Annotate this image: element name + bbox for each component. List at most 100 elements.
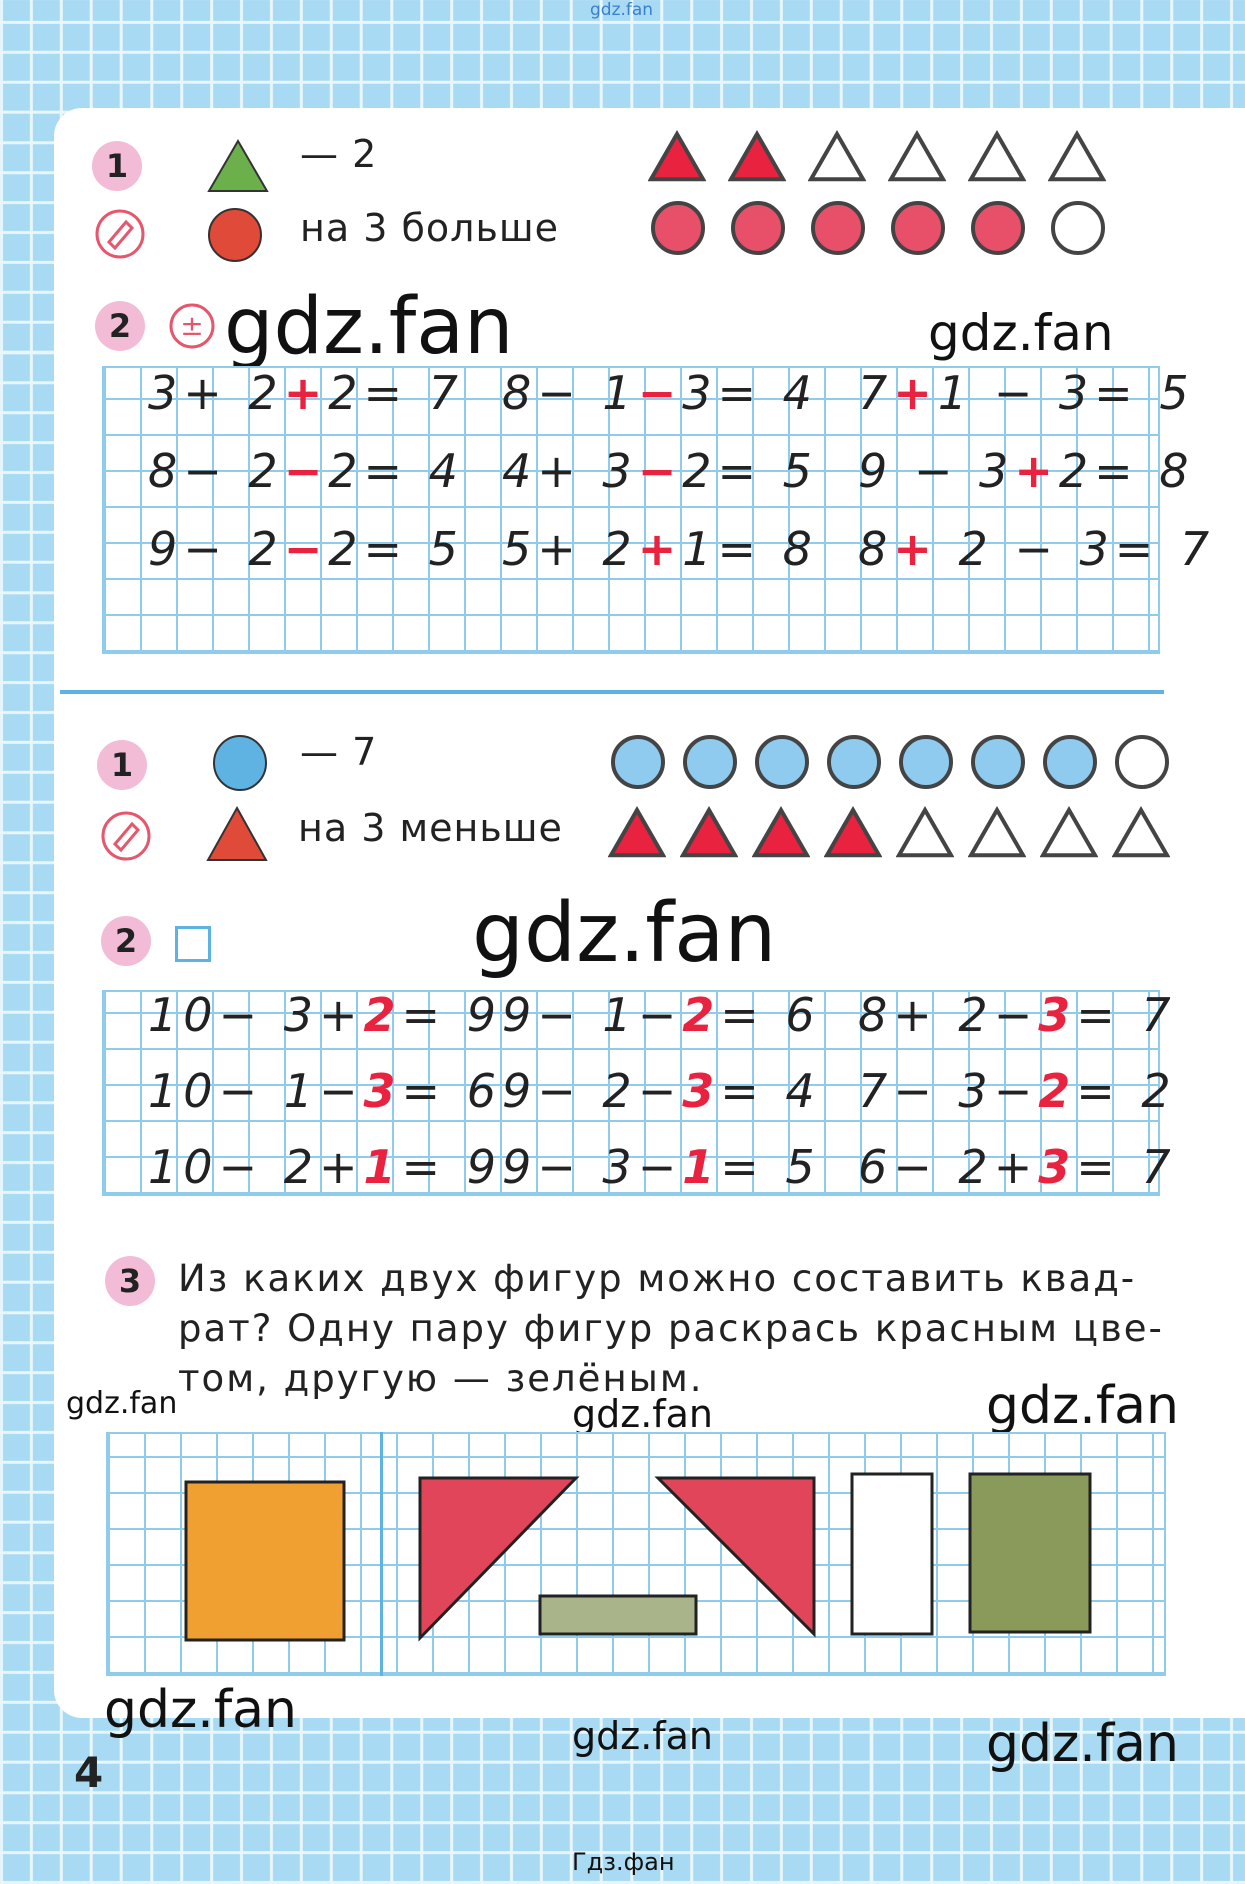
top-watermark: gdz.fan — [590, 0, 654, 20]
circle-shape — [827, 735, 881, 789]
equation-part: 2= 5 — [682, 444, 818, 498]
equation-part: 7− 3− — [858, 1064, 1039, 1118]
equation-part: 2= 7 — [328, 366, 464, 420]
watermark: gdz.fan — [104, 1680, 297, 1740]
equation-part: 2= 8 — [1058, 444, 1195, 498]
triangle-shape — [728, 130, 786, 182]
answer-mark: 2 — [682, 988, 721, 1042]
equation-part: = 9 — [401, 988, 502, 1042]
equation: 8− 1−3= 4 — [502, 366, 818, 420]
answer-mark: 3 — [1038, 1140, 1077, 1194]
task-badge-2: 2 — [95, 301, 145, 351]
grid-divider — [380, 1432, 383, 1676]
equation-part: 2 − 3= 7 — [937, 522, 1216, 576]
task-badge-1: 1 — [92, 141, 142, 191]
equation-part: = 7 — [1076, 988, 1177, 1042]
equation: 5+ 2+1= 8 — [502, 522, 818, 576]
answer-mark: + — [893, 522, 938, 576]
section-divider — [60, 690, 1164, 694]
answer-mark: − — [283, 522, 329, 576]
watermark: gdz.fan — [66, 1386, 178, 1421]
watermark: gdz.fan — [572, 1392, 714, 1436]
equation-part: 9 − 3 — [858, 444, 1015, 498]
grid-a — [102, 366, 1160, 654]
equation-part: = 6 — [720, 988, 821, 1042]
pencil-icon — [95, 209, 145, 259]
answer-mark: + — [1014, 444, 1059, 498]
equation-part: = 6 — [401, 1064, 502, 1118]
equation-part: = 7 — [1076, 1140, 1177, 1194]
equation: 9− 3−1= 5 — [502, 1140, 821, 1194]
equation: 9− 2−3= 4 — [502, 1064, 821, 1118]
page-number: 4 — [74, 1748, 104, 1797]
task1-count: — 7 — [300, 730, 378, 774]
square-icon — [175, 926, 211, 962]
equation-part: 8− 2 — [148, 444, 284, 498]
equation-part: 9− 2− — [502, 1064, 683, 1118]
task-badge-1: 1 — [97, 740, 147, 790]
equation-part: 5+ 2 — [502, 522, 638, 576]
equation-part: = 5 — [720, 1140, 821, 1194]
watermark: gdz.fan — [986, 1714, 1179, 1774]
task3-text: Из каких двух фигур можно составить квад… — [178, 1254, 1164, 1404]
answer-mark: 2 — [1038, 1064, 1077, 1118]
circle-row — [610, 734, 1170, 790]
equation-part: = 2 — [1076, 1064, 1177, 1118]
circle-shape — [891, 201, 945, 255]
circle-shape — [899, 735, 953, 789]
circle-row — [650, 200, 1106, 256]
task1-count: — 2 — [300, 132, 378, 176]
circle-shape — [811, 201, 865, 255]
circle-shape — [1043, 735, 1097, 789]
answer-mark: 3 — [1038, 988, 1077, 1042]
equation-part: 1= 8 — [682, 522, 818, 576]
answer-mark: + — [637, 522, 683, 576]
equation: 8+ 2−3= 7 — [858, 988, 1177, 1042]
equation-part: 6− 2+ — [858, 1140, 1039, 1194]
equation: 6− 2+3= 7 — [858, 1140, 1177, 1194]
grid-b — [102, 990, 1160, 1196]
triangle-shape — [888, 130, 946, 182]
triangle-shape — [968, 130, 1026, 182]
blue-circle-icon — [213, 735, 267, 791]
equation: 10− 2+1= 9 — [148, 1140, 502, 1194]
circle-shape — [1115, 735, 1169, 789]
equation-part: 2= 4 — [328, 444, 464, 498]
task1-condition: на 3 меньше — [298, 806, 563, 850]
equation-part: 8− 1 — [502, 366, 638, 420]
task3-line: Из каких двух фигур можно составить квад… — [178, 1257, 1137, 1300]
triangle-shape — [1112, 806, 1170, 858]
watermark: gdz.fan — [986, 1376, 1179, 1436]
green-triangle-icon — [207, 139, 269, 192]
task3-line: рат? Одну пару фигур раскрась красным цв… — [178, 1307, 1164, 1350]
answer-mark: + — [893, 366, 938, 420]
equation-part: 1 − 3= 5 — [937, 366, 1195, 420]
equation: 9− 1−2= 6 — [502, 988, 821, 1042]
equation: 10− 1−3= 6 — [148, 1064, 502, 1118]
equation-part: 10− 3+ — [148, 988, 364, 1042]
watermark: gdz.fan — [928, 304, 1114, 362]
triangle-shape — [680, 806, 738, 858]
grid-c — [106, 1432, 1166, 1676]
equation-part: 7 — [858, 366, 894, 420]
equation-part: 8+ 2− — [858, 988, 1039, 1042]
circle-shape — [971, 201, 1025, 255]
task1-condition: на 3 больше — [300, 206, 559, 250]
equation-part: = 4 — [720, 1064, 821, 1118]
watermark: gdz.fan — [572, 1714, 714, 1758]
equation-part: 9− 2 — [148, 522, 284, 576]
answer-mark: 1 — [363, 1140, 402, 1194]
triangle-shape — [968, 806, 1026, 858]
answer-mark: 2 — [363, 988, 402, 1042]
answer-mark: − — [637, 366, 683, 420]
answer-mark: 1 — [682, 1140, 721, 1194]
triangle-shape — [808, 130, 866, 182]
equation-part: 9− 3− — [502, 1140, 683, 1194]
equation: 3+ 2+2= 7 — [148, 366, 464, 420]
red-circle-icon — [208, 208, 262, 262]
equation: 8+ 2 − 3= 7 — [858, 522, 1215, 576]
circle-shape — [731, 201, 785, 255]
equation: 9 − 3+2= 8 — [858, 444, 1195, 498]
equation-part: 2= 5 — [328, 522, 464, 576]
equation: 8− 2−2= 4 — [148, 444, 464, 498]
